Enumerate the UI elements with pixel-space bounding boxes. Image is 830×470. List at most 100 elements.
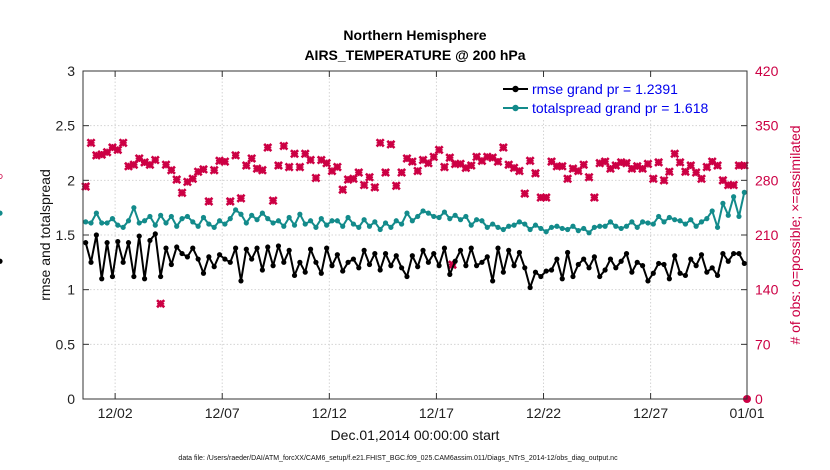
obs-possible-marker (147, 162, 153, 168)
obs-possible-marker (720, 177, 726, 183)
y-left-tick-label: 2 (67, 172, 75, 188)
series-1-point (720, 200, 726, 206)
obs-possible-marker (409, 158, 415, 165)
obs-possible-marker (554, 163, 560, 169)
y-left-tick-label: 3 (67, 63, 75, 79)
series-0-point (714, 272, 721, 279)
obs-possible-marker (559, 163, 565, 169)
obs-possible-marker (591, 194, 597, 201)
series-1-point (281, 223, 287, 229)
series-1-point (377, 226, 383, 233)
x-tick-label: 12/07 (205, 405, 240, 421)
obs-possible-marker (736, 162, 742, 169)
series-1-point (688, 217, 694, 223)
series-1-point (500, 226, 506, 233)
series-1-point (522, 221, 528, 227)
series-0-point (297, 259, 303, 265)
obs-possible-marker (725, 182, 731, 188)
legend-marker-rmse (512, 85, 519, 93)
series-0-point (361, 247, 367, 253)
series-1-point (340, 223, 346, 229)
obs-possible-marker (548, 158, 555, 165)
series-1-point (345, 214, 351, 221)
series-0-point (500, 269, 506, 275)
series-1-point (334, 218, 340, 224)
series-layer (0, 138, 751, 403)
obs-possible-marker (109, 144, 116, 151)
obs-possible-marker (639, 166, 646, 172)
obs-possible-marker (698, 176, 705, 182)
series-0-point (93, 232, 99, 238)
series-0-point (565, 249, 571, 256)
obs-possible-marker (543, 194, 549, 201)
obs-possible-marker (340, 187, 346, 193)
y-right-tick-label: 210 (755, 227, 779, 243)
series-0-point (377, 267, 383, 273)
series-0-point (345, 259, 351, 265)
obs-possible-marker (425, 160, 431, 166)
obs-possible-marker (168, 167, 174, 173)
obs-possible-marker (324, 160, 330, 166)
series-0-point (404, 273, 410, 280)
series-0-point (570, 273, 576, 280)
series-0-point (238, 278, 244, 284)
series-0-point (741, 260, 747, 267)
axes-layer: 0 0.5 1 1.5 2 2.5 3 0 70 140 210 280 350 420 12/02 12/0… (56, 63, 779, 421)
obs-possible-marker (115, 147, 121, 153)
series-1-point (693, 223, 699, 229)
series-0-point (656, 260, 662, 267)
series-1-point (447, 216, 453, 222)
series-1-point (677, 218, 683, 224)
series-0-point (607, 256, 614, 262)
series-0-point (463, 263, 469, 269)
series-1-point (527, 226, 533, 233)
series-1-point (634, 224, 640, 230)
obs-possible-marker (216, 158, 223, 164)
chart-title-line2: AIRS_TEMPERATURE @ 200 hPa (304, 47, 525, 63)
series-1-point (661, 219, 667, 225)
series-1-point (682, 221, 689, 227)
series-1-point (581, 225, 587, 232)
obs-possible-marker (490, 155, 496, 161)
obs-possible-marker (345, 176, 351, 183)
series-1-point (249, 212, 255, 218)
series-1-point (356, 224, 362, 230)
obs-possible-marker (313, 175, 319, 181)
series-1-point (650, 221, 656, 227)
series-0-point (431, 250, 437, 257)
series-0-point (179, 250, 185, 257)
series-1-point (270, 220, 276, 226)
series-1-point (216, 218, 223, 224)
series-0-point (366, 261, 373, 268)
obs-possible-marker (645, 161, 651, 167)
series-1-point (591, 224, 597, 230)
obs-possible-marker (441, 164, 448, 170)
series-0-point (399, 265, 405, 271)
series-0-point (666, 276, 672, 282)
y-left-tick-label: 2.5 (56, 118, 76, 134)
series-1-point (714, 224, 721, 230)
obs-possible-marker (688, 162, 694, 169)
y-left-tick-label: 0.5 (56, 336, 76, 352)
series-1-point (629, 219, 635, 225)
series-0-point (99, 276, 105, 282)
series-0-point (623, 250, 630, 257)
series-1-point (436, 214, 442, 221)
grid-lines (83, 71, 747, 399)
series-0-point (538, 273, 544, 280)
series-0-point (672, 253, 678, 259)
series-0-point (120, 259, 126, 265)
series-1-point (211, 224, 217, 230)
legend-label-rmse: rmse grand pr = 1.2391 (532, 81, 678, 97)
series-0-point (216, 252, 223, 258)
series-0-point (174, 244, 180, 250)
series-0-point (559, 276, 565, 282)
series-0-point (532, 269, 539, 275)
series-1-point (83, 219, 89, 225)
series-1-point (570, 223, 576, 229)
series-1-point (131, 205, 137, 211)
series-1-point (147, 213, 153, 220)
obs-possible-marker (222, 158, 228, 165)
series-0-point (420, 247, 426, 253)
series-0-point (307, 246, 314, 252)
